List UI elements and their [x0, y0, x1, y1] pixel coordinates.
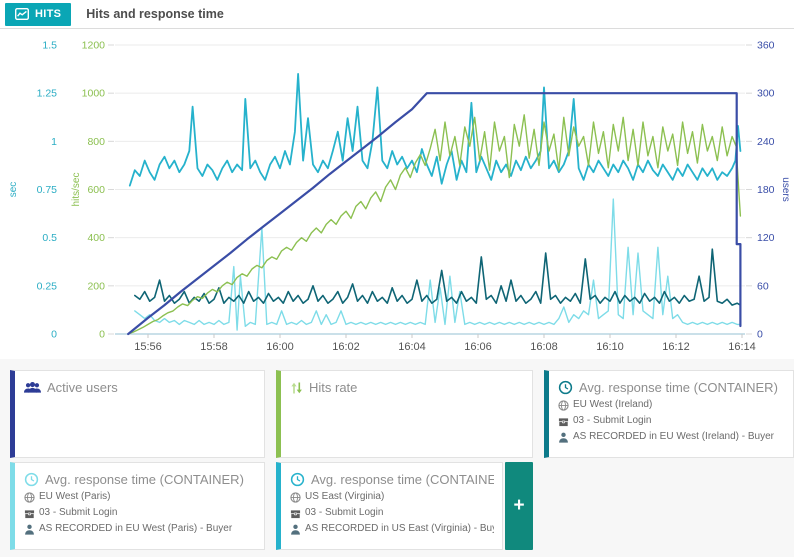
legend-card-title: Hits rate	[309, 380, 358, 395]
svg-text:300: 300	[757, 88, 775, 100]
legend-user-path: AS RECORDED in US East (Virginia) - Buye…	[290, 523, 494, 535]
svg-text:240: 240	[757, 136, 775, 148]
svg-text:1200: 1200	[82, 40, 106, 52]
svg-text:16:04: 16:04	[398, 341, 426, 353]
clock-icon	[24, 472, 39, 487]
legend-card-hits-rate[interactable]: Hits rate	[276, 370, 533, 458]
line-chart-icon	[15, 8, 29, 20]
svg-text:1000: 1000	[82, 88, 106, 100]
svg-text:0: 0	[757, 329, 763, 341]
legend-zone-text: US East (Virginia)	[305, 491, 385, 502]
arrows-up-down-icon	[290, 381, 303, 395]
svg-text:users: users	[780, 177, 791, 201]
series-active-users	[127, 92, 742, 336]
legend-cell-virginia: Avg. response time (CONTAINE... US East …	[276, 462, 533, 550]
container-icon	[24, 508, 35, 519]
svg-text:0: 0	[99, 329, 105, 341]
svg-text:16:08: 16:08	[530, 341, 558, 353]
svg-text:360: 360	[757, 40, 775, 52]
svg-text:0.75: 0.75	[37, 184, 58, 196]
svg-text:0: 0	[51, 329, 57, 341]
svg-text:0.25: 0.25	[37, 280, 58, 292]
user-icon	[290, 524, 301, 535]
legend-container-text: 03 - Submit Login	[573, 415, 652, 426]
users-icon	[24, 381, 41, 394]
user-icon	[558, 432, 569, 443]
svg-text:0.5: 0.5	[42, 232, 57, 244]
svg-text:800: 800	[87, 136, 105, 148]
svg-text:600: 600	[87, 184, 105, 196]
svg-text:sec: sec	[8, 182, 19, 198]
user-icon	[24, 524, 35, 535]
svg-text:15:56: 15:56	[134, 341, 162, 353]
page-title: Hits and response time	[86, 7, 224, 21]
svg-text:15:58: 15:58	[200, 341, 228, 353]
legend-user-path: AS RECORDED in EU West (Paris) - Buyer	[24, 523, 256, 535]
globe-icon	[558, 399, 569, 411]
svg-text:16:10: 16:10	[596, 341, 624, 353]
legend-container: 03 - Submit Login	[558, 415, 785, 427]
globe-icon	[24, 491, 35, 503]
container-icon	[290, 508, 301, 519]
legend-card-title: Avg. response time (CONTAINER)	[45, 472, 244, 487]
header-bar: HITS Hits and response time	[0, 0, 794, 29]
legend-grid: Active users Hits rate	[0, 359, 794, 557]
series-hits-rate	[127, 114, 742, 335]
legend-card-title: Avg. response time (CONTAINER)	[579, 380, 778, 395]
clock-icon	[558, 380, 573, 395]
chart-section: 0 0.25 0.5 0.75 1 1.25 1.5 sec 0 200 400 600 800 1000…	[0, 29, 794, 359]
series-avg-response-time-eu-west-ireland	[134, 248, 742, 306]
legend-user-path-text: AS RECORDED in EU West (Ireland) - Buyer	[573, 431, 774, 442]
legend-card-active-users[interactable]: Active users	[10, 370, 265, 458]
legend-card-rt-virginia[interactable]: Avg. response time (CONTAINE... US East …	[276, 462, 503, 550]
svg-text:1.25: 1.25	[37, 88, 58, 100]
hits-tab-label: HITS	[35, 8, 62, 20]
add-graph-button[interactable]: +	[505, 462, 533, 550]
svg-text:400: 400	[87, 232, 105, 244]
legend-user-path: AS RECORDED in EU West (Ireland) - Buyer	[558, 431, 785, 443]
svg-text:120: 120	[757, 232, 775, 244]
legend-card-rt-paris[interactable]: Avg. response time (CONTAINER) EU West (…	[10, 462, 265, 550]
legend-zone: US East (Virginia)	[290, 491, 494, 503]
svg-text:1: 1	[51, 136, 57, 148]
svg-text:1.5: 1.5	[42, 40, 57, 52]
series-avg-response-time-eu-west-paris	[134, 198, 742, 331]
svg-text:200: 200	[87, 280, 105, 292]
legend-card-title: Active users	[47, 380, 118, 395]
hits-tab-button[interactable]: HITS	[5, 2, 72, 26]
svg-text:16:14: 16:14	[728, 341, 756, 353]
svg-text:16:06: 16:06	[464, 341, 492, 353]
legend-container: 03 - Submit Login	[24, 507, 256, 519]
svg-text:16:00: 16:00	[266, 341, 294, 353]
clock-icon	[290, 472, 305, 487]
legend-container: 03 - Submit Login	[290, 507, 494, 519]
svg-text:16:02: 16:02	[332, 341, 360, 353]
legend-zone: EU West (Paris)	[24, 491, 256, 503]
legend-card-rt-ireland[interactable]: Avg. response time (CONTAINER) EU West (…	[544, 370, 794, 458]
legend-card-title: Avg. response time (CONTAINE...	[311, 472, 494, 487]
legend-zone-text: EU West (Paris)	[39, 491, 111, 502]
container-icon	[558, 416, 569, 427]
legend-empty-cell	[544, 462, 794, 550]
legend-user-path-text: AS RECORDED in US East (Virginia) - Buye…	[305, 523, 494, 534]
legend-zone: EU West (Ireland)	[558, 399, 785, 411]
svg-text:180: 180	[757, 184, 775, 196]
svg-text:16:12: 16:12	[662, 341, 690, 353]
legend-container-text: 03 - Submit Login	[39, 507, 118, 518]
globe-icon	[290, 491, 301, 503]
legend-zone-text: EU West (Ireland)	[573, 399, 653, 410]
svg-text:60: 60	[757, 280, 769, 292]
legend-container-text: 03 - Submit Login	[305, 507, 384, 518]
svg-text:hits/sec: hits/sec	[71, 173, 82, 207]
legend-user-path-text: AS RECORDED in EU West (Paris) - Buyer	[39, 523, 233, 534]
hits-response-chart: 00.250.50.7511.251.5sec02004006008001000…	[8, 40, 791, 354]
series-avg-response-time-us-east-virginia	[128, 73, 742, 187]
